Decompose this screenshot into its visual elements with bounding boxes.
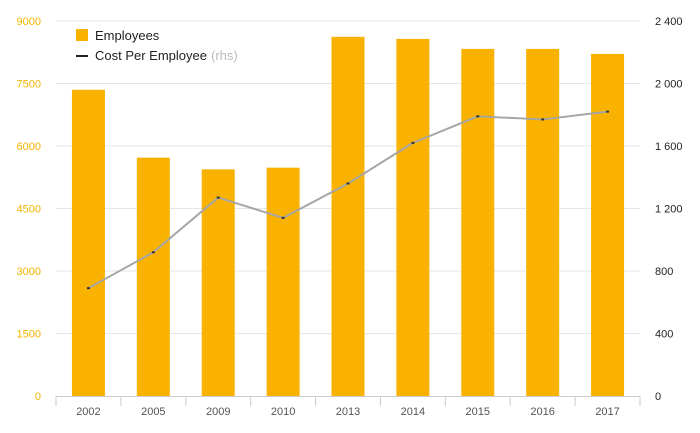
bar (266, 167, 300, 396)
y-right-tick-label: 0 (655, 391, 661, 403)
y-right-tick-label: 800 (655, 266, 673, 278)
x-tick-label: 2016 (530, 406, 554, 418)
legend: Employees Cost Per Employee (rhs) (76, 28, 238, 63)
legend-swatch-employees (76, 29, 88, 41)
bar (201, 169, 235, 396)
legend-label-cost-per-employee: Cost Per Employee (rhs) (95, 48, 238, 63)
bar (136, 157, 170, 396)
y-right-tick-label: 1 200 (655, 204, 683, 216)
y-right-tick-label: 1 600 (655, 141, 683, 153)
bar (526, 48, 560, 397)
bar (591, 53, 625, 397)
y-left-tick-label: 4500 (17, 204, 41, 216)
y-left-tick-label: 0 (35, 391, 41, 403)
legend-label-employees: Employees (95, 28, 160, 43)
line-series-cost-per-employee (86, 110, 610, 290)
y-left-tick-label: 6000 (17, 141, 41, 153)
y-right-tick-label: 2 000 (655, 79, 683, 91)
y-right-tick-label: 400 (655, 329, 673, 341)
bar (331, 36, 365, 396)
x-tick-label: 2009 (206, 406, 230, 418)
x-tick-label: 2017 (595, 406, 619, 418)
bar (71, 89, 105, 396)
y-right-tick-label: 2 400 (655, 16, 683, 28)
x-tick-label: 2010 (271, 406, 295, 418)
bar (396, 38, 430, 397)
axes: 0 1500 3000 4500 6000 7500 9000 0 400 800 1 200 1 6… (17, 16, 683, 418)
x-tick-label: 2014 (401, 406, 425, 418)
x-tick-label: 2015 (466, 406, 490, 418)
x-tick-label: 2013 (336, 406, 360, 418)
bar-series-employees (71, 36, 625, 397)
y-left-tick-label: 9000 (17, 16, 41, 28)
y-left-tick-label: 3000 (17, 266, 41, 278)
y-left-tick-label: 1500 (17, 329, 41, 341)
bar (461, 48, 495, 397)
y-left-tick-label: 7500 (17, 79, 41, 91)
x-tick-label: 2002 (76, 406, 100, 418)
x-tick-label: 2005 (141, 406, 165, 418)
